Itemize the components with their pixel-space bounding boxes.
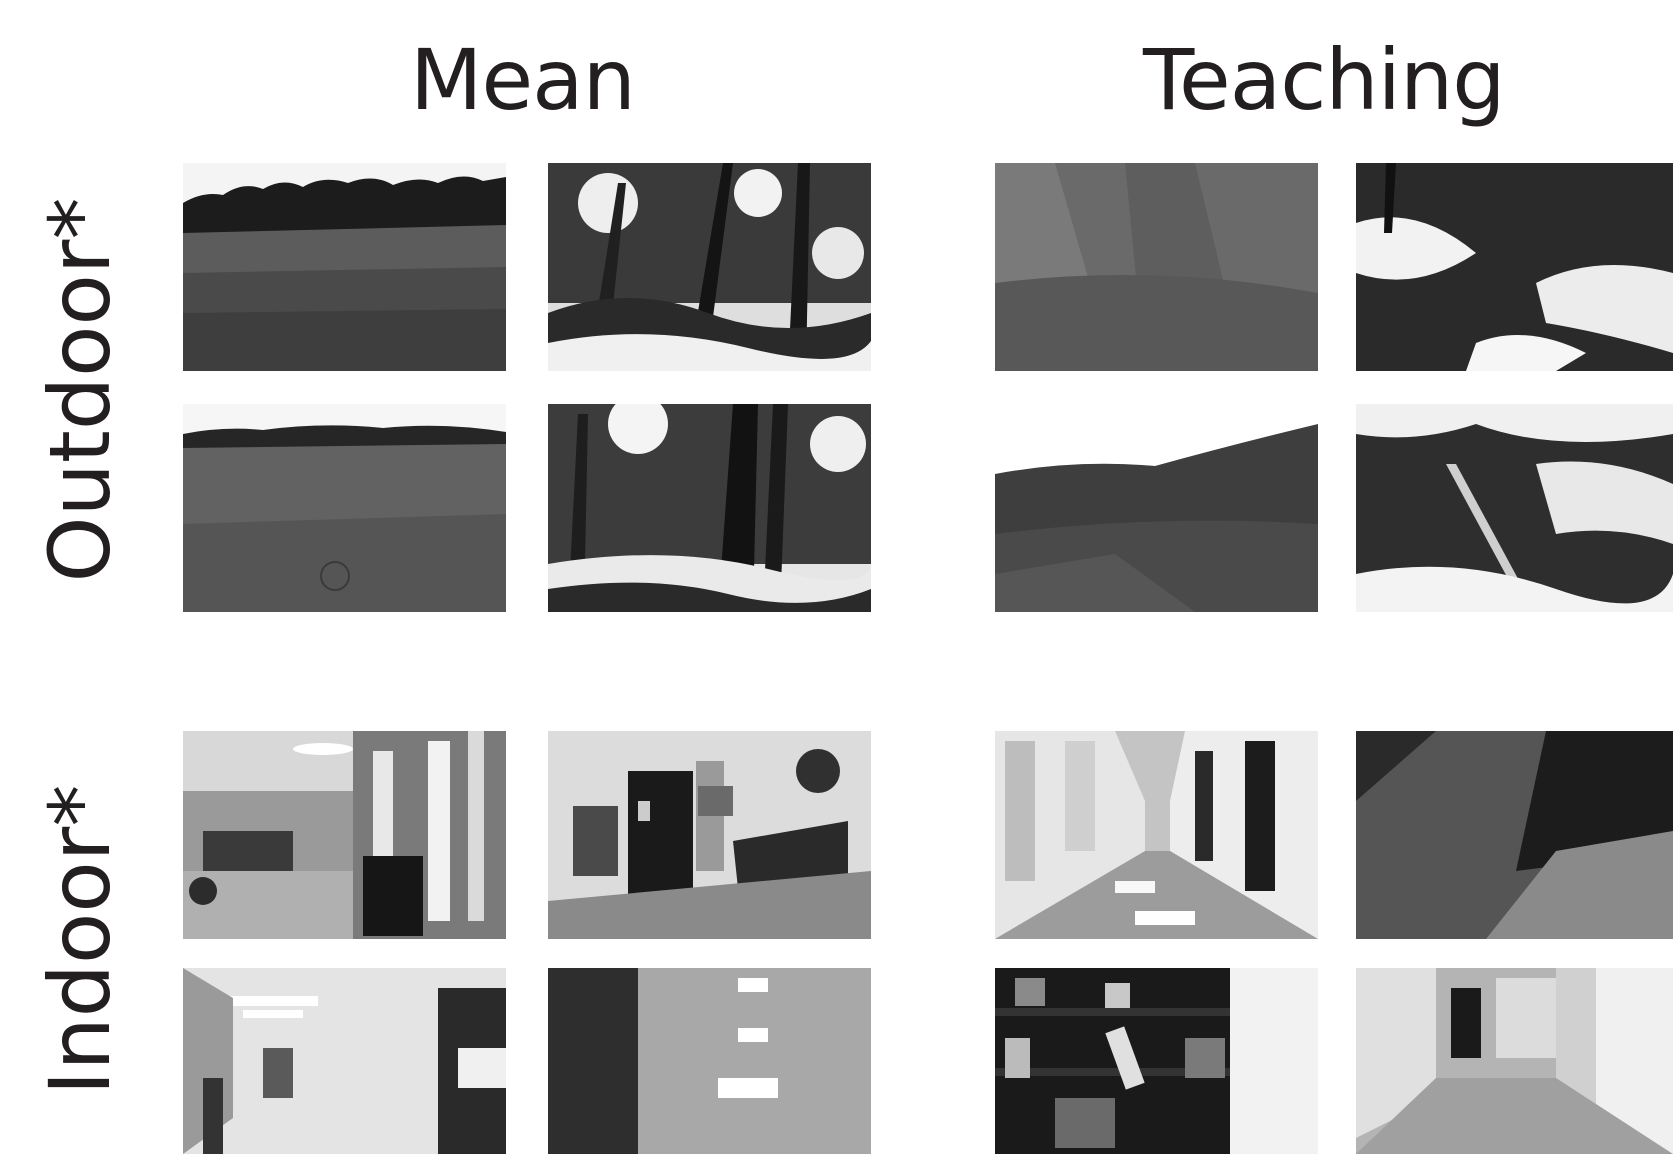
- mean-indoor-hallway-photo: [183, 968, 506, 1154]
- teaching-indoor-floor-photo: [1356, 731, 1673, 939]
- teaching-outdoor-forest-photo: [1356, 163, 1673, 371]
- teaching-outdoor-grass-photo: [995, 163, 1318, 371]
- mean-indoor-corridor-floor-photo: [548, 968, 871, 1154]
- teaching-indoor-hallway-photo: [995, 731, 1318, 939]
- mean-outdoor-field-photo: [183, 163, 506, 371]
- teaching-outdoor-forest-photo-2: [1356, 404, 1673, 612]
- column-title-mean: Mean: [410, 31, 636, 129]
- column-title-teaching: Teaching: [1143, 31, 1506, 129]
- mean-outdoor-field-photo-2: [183, 404, 506, 612]
- mean-indoor-lounge-photo: [548, 731, 871, 939]
- mean-outdoor-forest-photo-2: [548, 404, 871, 612]
- row-label-outdoor: Outdoor*: [31, 197, 129, 583]
- teaching-indoor-hallway-photo-2: [1356, 968, 1673, 1154]
- row-label-indoor: Indoor*: [31, 784, 129, 1096]
- teaching-outdoor-field-photo: [995, 404, 1318, 612]
- mean-outdoor-forest-photo: [548, 163, 871, 371]
- teaching-indoor-bookshelf-photo: [995, 968, 1318, 1154]
- mean-indoor-room-photo: [183, 731, 506, 939]
